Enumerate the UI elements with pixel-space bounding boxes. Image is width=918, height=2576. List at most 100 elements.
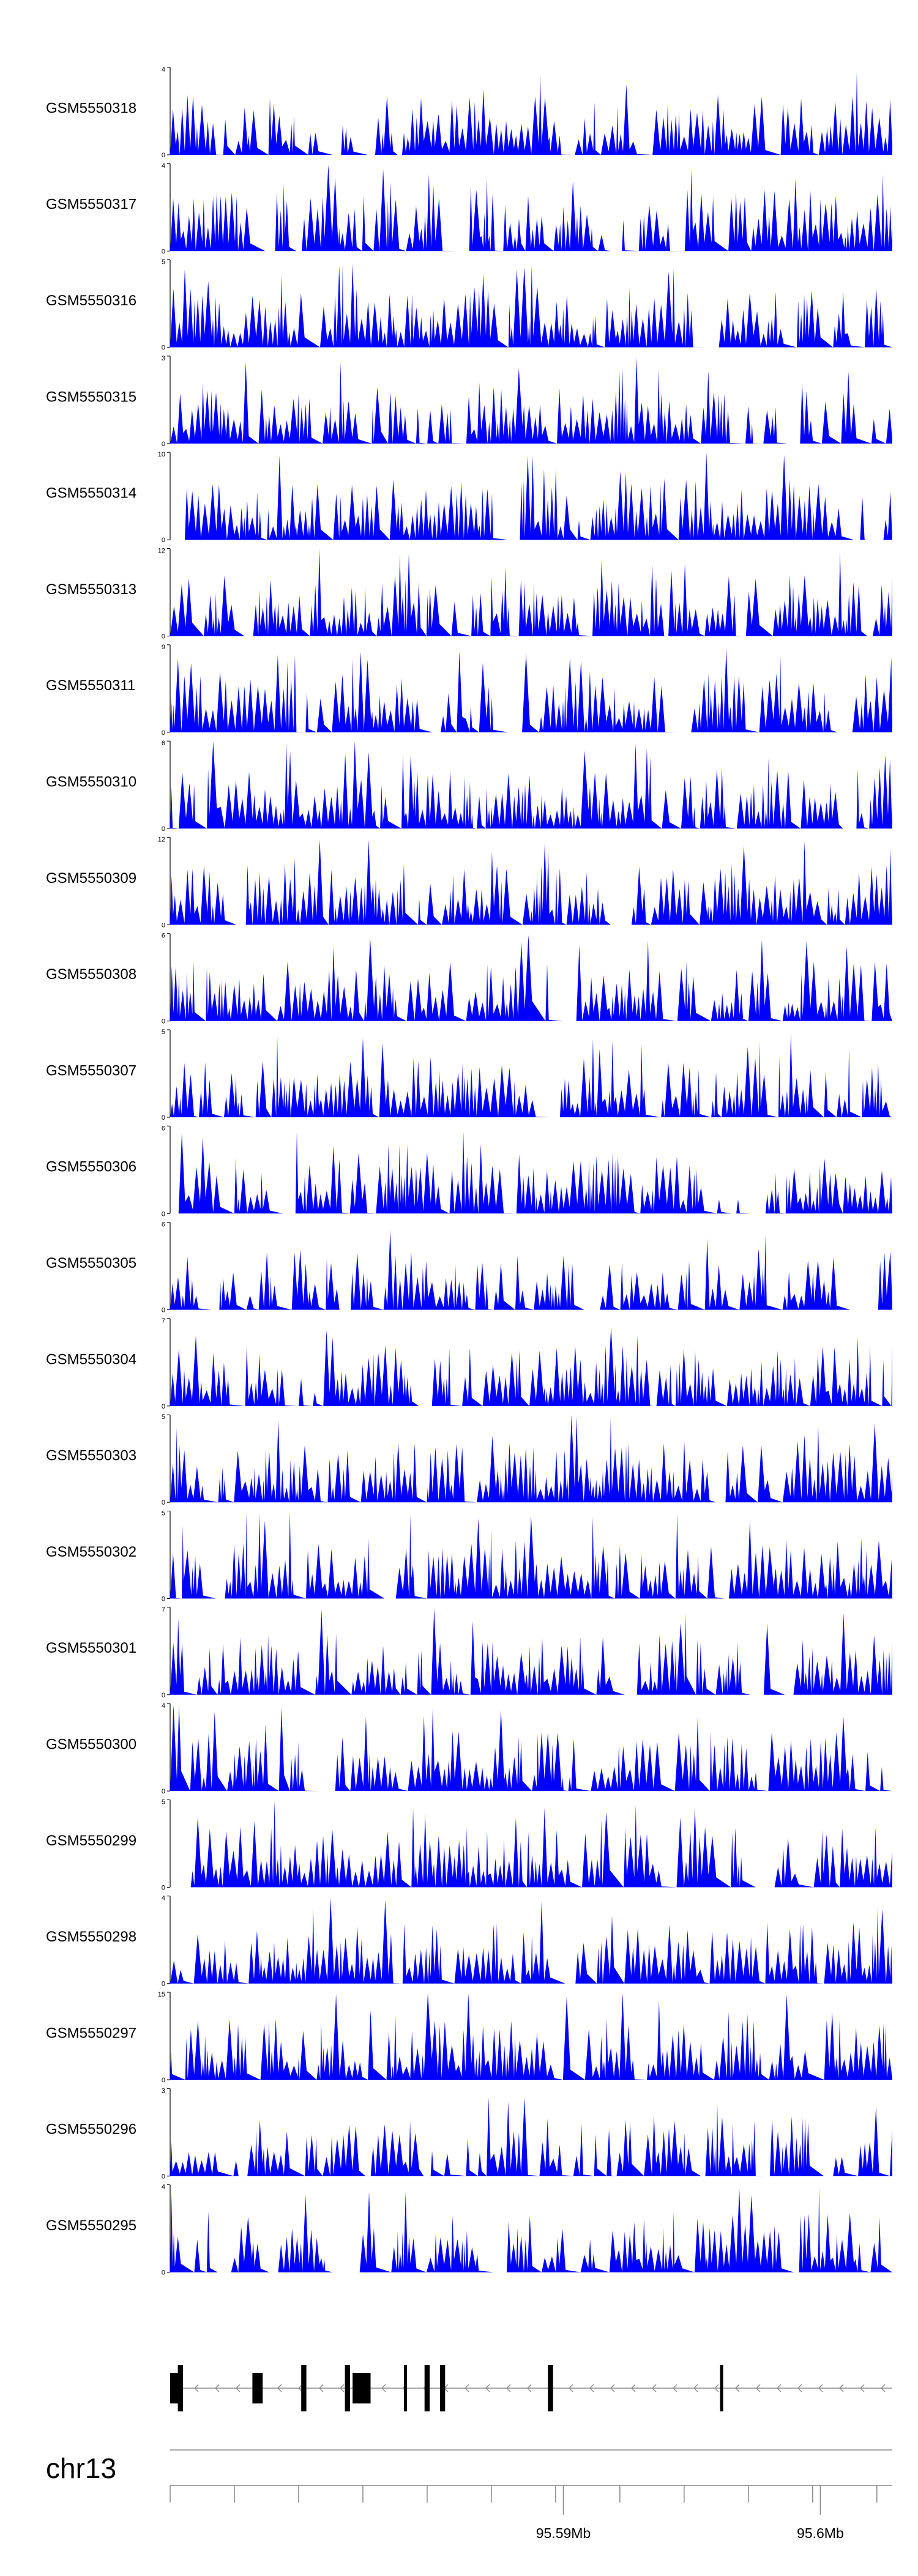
y-tick-label-zero: 0 xyxy=(162,825,165,833)
strand-arrow xyxy=(756,2384,761,2392)
track-GSM5550303: GSM5550303 5 0 xyxy=(46,1413,892,1506)
coverage-area xyxy=(170,1897,892,1984)
coverage-area xyxy=(170,647,892,732)
coverage-area xyxy=(170,71,892,155)
coverage-area xyxy=(170,1511,892,1599)
track-label: GSM5550309 xyxy=(46,870,136,887)
y-tick-label-max: 7 xyxy=(162,1606,165,1614)
y-tick-label-max: 3 xyxy=(162,2087,165,2094)
strand-arrow xyxy=(777,2384,782,2392)
y-tick-label-zero: 0 xyxy=(162,1403,165,1410)
strand-arrow xyxy=(839,2384,844,2392)
strand-arrow xyxy=(298,2384,303,2392)
track-GSM5550316: GSM5550316 5 0 xyxy=(46,259,892,352)
y-tick-label-zero: 0 xyxy=(162,1884,165,1891)
exon xyxy=(301,2365,307,2411)
y-tick-label-zero: 0 xyxy=(162,729,165,737)
track-GSM5550318: GSM5550318 4 0 xyxy=(46,66,892,159)
y-tick-label-max: 5 xyxy=(162,1798,165,1806)
coverage-area xyxy=(170,1703,892,1792)
strand-arrow xyxy=(797,2384,802,2392)
exon xyxy=(252,2373,263,2403)
y-tick-label-zero: 0 xyxy=(162,1307,165,1314)
track-GSM5550297: GSM5550297 15 0 xyxy=(46,1991,892,2084)
track-label: GSM5550308 xyxy=(46,966,136,983)
track-GSM5550298: GSM5550298 4 0 xyxy=(46,1895,892,1988)
track-label: GSM5550316 xyxy=(46,292,136,309)
exon xyxy=(424,2365,430,2411)
y-tick-label-zero: 0 xyxy=(162,537,165,544)
exon xyxy=(404,2365,408,2411)
track-GSM5550306: GSM5550306 6 0 xyxy=(46,1125,892,1218)
y-tick-label-max: 12 xyxy=(158,836,165,843)
track-GSM5550317: GSM5550317 4 0 xyxy=(46,162,892,255)
track-label: GSM5550300 xyxy=(46,1736,136,1752)
y-tick-label-zero: 0 xyxy=(162,1114,165,1122)
y-tick-label-max: 5 xyxy=(162,1413,165,1421)
y-tick-label-max: 6 xyxy=(162,932,165,940)
strand-arrow xyxy=(860,2384,865,2392)
y-tick-label-max: 4 xyxy=(162,2184,165,2191)
track-label: GSM5550305 xyxy=(46,1255,136,1271)
coverage-area xyxy=(170,1992,892,2080)
track-label: GSM5550301 xyxy=(46,1640,136,1656)
coverage-area xyxy=(170,165,892,251)
y-tick-label-zero: 0 xyxy=(162,248,165,255)
y-tick-label-zero: 0 xyxy=(162,1788,165,1795)
y-tick-label-max: 6 xyxy=(162,1221,165,1229)
strand-arrow xyxy=(818,2384,823,2392)
track-label: GSM5550298 xyxy=(46,1929,136,1945)
axis-tick-label: 95.59Mb xyxy=(536,2525,591,2541)
track-label: GSM5550299 xyxy=(46,1833,136,1849)
y-tick-label-max: 4 xyxy=(162,1895,165,1902)
track-GSM5550311: GSM5550311 9 0 xyxy=(46,644,892,737)
coverage-area xyxy=(170,2187,892,2273)
y-tick-label-max: 6 xyxy=(162,740,165,747)
track-label: GSM5550303 xyxy=(46,1448,136,1464)
axis-tick-label: 95.6Mb xyxy=(797,2525,844,2541)
y-tick-label-zero: 0 xyxy=(162,2269,165,2277)
exon xyxy=(345,2365,350,2411)
y-tick-label-zero: 0 xyxy=(162,1018,165,1026)
coverage-area xyxy=(170,1230,892,1310)
y-tick-label-zero: 0 xyxy=(162,1499,165,1506)
y-tick-label-max: 5 xyxy=(162,1510,165,1517)
coverage-area xyxy=(170,1415,892,1503)
coverage-area xyxy=(170,452,892,540)
track-label: GSM5550313 xyxy=(46,581,136,598)
y-tick-label-zero: 0 xyxy=(162,152,165,159)
coverage-area xyxy=(170,1608,892,1695)
strand-arrow xyxy=(735,2384,740,2392)
y-tick-label-zero: 0 xyxy=(162,2173,165,2180)
strand-arrow xyxy=(881,2384,886,2392)
y-tick-label-max: 5 xyxy=(162,1029,165,1036)
y-tick-label-max: 9 xyxy=(162,644,165,651)
y-tick-label-max: 4 xyxy=(162,162,165,169)
y-tick-label-zero: 0 xyxy=(162,2077,165,2084)
y-tick-label-zero: 0 xyxy=(162,1596,165,1603)
genome-axis-track: chr13 95.59Mb 95.6Mb xyxy=(46,2449,892,2541)
strand-arrow xyxy=(631,2384,636,2392)
gene-model-track xyxy=(170,2365,892,2411)
track-GSM5550315: GSM5550315 3 0 xyxy=(46,355,892,448)
strand-arrow xyxy=(215,2384,220,2392)
strand-arrow xyxy=(652,2384,657,2392)
y-tick-label-max: 5 xyxy=(162,259,165,266)
exon xyxy=(548,2365,553,2411)
y-tick-label-zero: 0 xyxy=(162,633,165,641)
y-tick-label-max: 15 xyxy=(158,1991,165,1998)
track-label: GSM5550310 xyxy=(46,773,136,790)
coverage-area xyxy=(170,1033,892,1117)
coverage-area xyxy=(170,839,892,925)
chromosome-label: chr13 xyxy=(46,2452,116,2484)
track-GSM5550304: GSM5550304 7 0 xyxy=(46,1317,892,1410)
y-tick-label-zero: 0 xyxy=(162,921,165,929)
track-GSM5550313: GSM5550313 12 0 xyxy=(46,548,892,641)
strand-arrow xyxy=(194,2384,199,2392)
track-GSM5550301: GSM5550301 7 0 xyxy=(46,1606,892,1699)
strand-arrow xyxy=(277,2384,282,2392)
strand-arrow xyxy=(693,2384,698,2392)
track-GSM5550307: GSM5550307 5 0 xyxy=(46,1029,892,1122)
coverage-area xyxy=(170,264,892,348)
